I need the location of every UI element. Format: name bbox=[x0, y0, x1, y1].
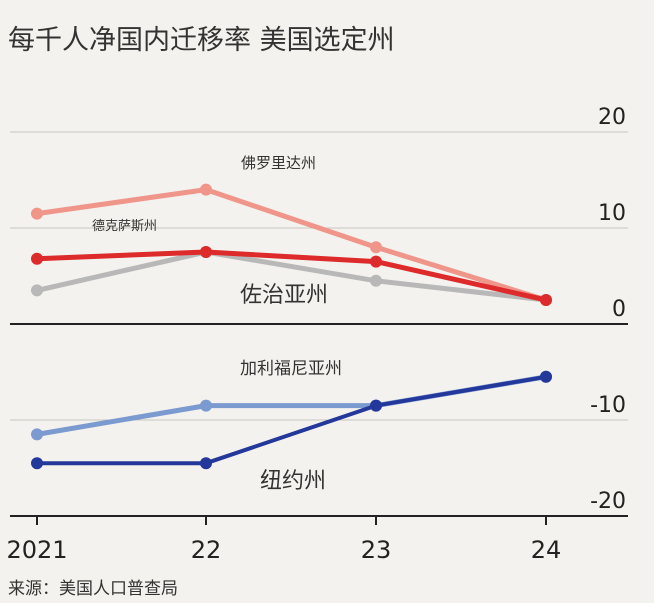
data-point bbox=[370, 255, 382, 268]
y-tick-label: 20 bbox=[598, 105, 626, 130]
y-tick-label: 10 bbox=[598, 201, 626, 226]
data-point bbox=[200, 246, 212, 258]
series-label: 德克萨斯州 bbox=[92, 219, 157, 234]
series-label: 纽约州 bbox=[260, 469, 326, 494]
series-line bbox=[35, 374, 548, 466]
gridlines bbox=[10, 131, 628, 517]
series-label: 佐治亚州 bbox=[240, 283, 328, 308]
y-tick-label: -10 bbox=[590, 393, 626, 418]
series-line bbox=[34, 187, 549, 303]
series-label: 佛罗里达州 bbox=[241, 154, 316, 172]
data-point bbox=[540, 294, 552, 306]
data-point bbox=[540, 370, 552, 383]
series-label: 加利福尼亚州 bbox=[240, 359, 342, 379]
source-note: 来源：美国人口普查局 bbox=[8, 579, 178, 599]
data-point bbox=[370, 241, 382, 254]
data-point bbox=[370, 274, 382, 287]
series-line bbox=[34, 249, 549, 303]
y-tick-label: 0 bbox=[612, 297, 626, 322]
data-point bbox=[31, 284, 43, 297]
data-point bbox=[370, 399, 382, 412]
x-tick-label: 22 bbox=[191, 536, 222, 564]
data-point bbox=[31, 252, 43, 265]
x-tick-label: 24 bbox=[531, 536, 562, 564]
x-tick-label: 2021 bbox=[6, 536, 67, 564]
data-point bbox=[200, 399, 212, 412]
data-point bbox=[31, 207, 43, 220]
data-point bbox=[200, 183, 212, 196]
chart-title: 每千人净国内迁移率 美国选定州 bbox=[8, 25, 395, 56]
axes: 20 10 0 -10 -20 2021 22 23 24 bbox=[6, 105, 628, 564]
data-point bbox=[200, 457, 212, 470]
y-tick-label: -20 bbox=[590, 489, 626, 514]
series-line bbox=[34, 249, 549, 303]
x-tick-label: 23 bbox=[361, 536, 392, 564]
series-line bbox=[34, 374, 549, 437]
series-lines bbox=[31, 183, 552, 470]
data-point bbox=[31, 457, 43, 470]
data-point bbox=[31, 428, 43, 441]
